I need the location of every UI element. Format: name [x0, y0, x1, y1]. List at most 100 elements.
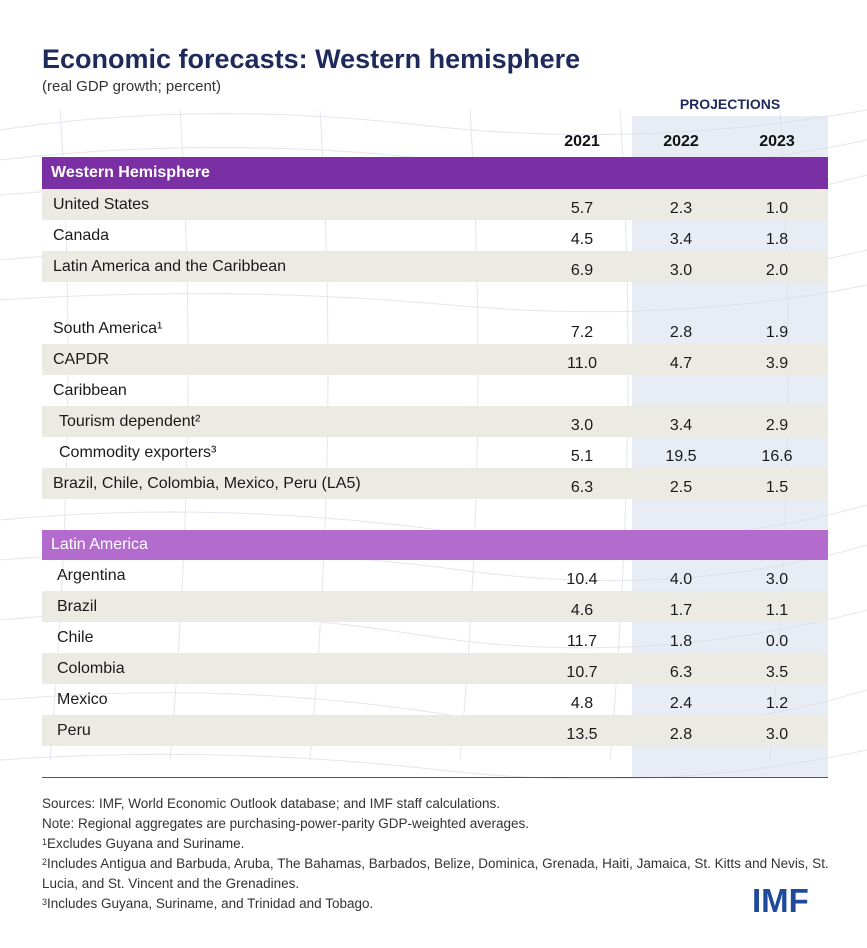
table-row: Colombia 10.7 6.3 3.5	[42, 653, 828, 684]
spacer-row	[42, 282, 828, 313]
cell-value: 2.8	[669, 726, 693, 743]
row-label: Tourism dependent²	[59, 413, 201, 430]
row-label: Colombia	[57, 660, 125, 677]
cell-value: 10.4	[566, 571, 598, 588]
footnote-2-marker: 2	[42, 857, 48, 867]
section-label: Western Hemisphere	[51, 164, 210, 181]
cell-value: 1.8	[765, 231, 789, 248]
row-label: Latin America and the Caribbean	[53, 258, 287, 275]
section-header-latin-america: Latin America	[42, 530, 828, 560]
cell-value: 3.4	[669, 231, 693, 248]
cell-value: 5.1	[570, 448, 594, 465]
row-label: Mexico	[57, 691, 108, 708]
row-label: Brazil	[57, 598, 98, 615]
row-label: United States	[53, 196, 150, 213]
table-row: Peru 13.5 2.8 3.0	[42, 715, 828, 746]
table-row: United States 5.7 2.3 1.0	[42, 189, 828, 220]
footnote-1-marker: 1	[42, 837, 48, 847]
column-header-2022: 2022	[663, 133, 699, 150]
row-label: Peru	[57, 722, 91, 739]
cell-value: 3.4	[669, 417, 693, 434]
cell-value: 16.6	[761, 448, 793, 465]
table-row: Mexico 4.8 2.4 1.2	[42, 684, 828, 715]
sources-note: Sources: IMF, World Economic Outlook dat…	[42, 796, 500, 811]
cell-value: 1.9	[765, 324, 789, 341]
row-label: Argentina	[57, 567, 126, 584]
cell-value: 2.8	[669, 324, 693, 341]
methodology-note: Note: Regional aggregates are purchasing…	[42, 816, 530, 831]
cell-value: 7.2	[570, 324, 594, 341]
imf-logo: IMF	[752, 882, 809, 919]
cell-value: 3.0	[669, 262, 693, 279]
table-row: CAPDR 11.0 4.7 3.9	[42, 344, 828, 375]
cell-value: 1.5	[765, 479, 789, 496]
cell-value: 1.8	[669, 633, 693, 650]
cell-value: 0.0	[765, 633, 789, 650]
table-row: Brazil, Chile, Colombia, Mexico, Peru (L…	[42, 468, 828, 499]
footnote-3: 3Includes Guyana, Suriname, and Trinidad…	[42, 894, 848, 914]
footnote-3-text: Includes Guyana, Suriname, and Trinidad …	[47, 896, 374, 911]
cell-value: 3.0	[765, 571, 789, 588]
row-label: Caribbean	[53, 382, 127, 399]
projections-label: PROJECTIONS	[679, 96, 781, 112]
cell-value: 4.7	[669, 355, 693, 372]
cell-value: 11.7	[567, 633, 597, 650]
table-row: Commodity exporters³ 5.1 19.5 16.6	[42, 437, 828, 468]
table-row: Chile 11.7 1.8 0.0	[42, 622, 828, 653]
cell-value: 4.8	[570, 695, 594, 712]
table-header-row: 2021 2022 2023	[42, 126, 828, 157]
cell-value: 13.5	[566, 726, 598, 743]
page-subtitle: (real GDP growth; percent)	[42, 78, 221, 95]
footnote-2: 2Includes Antigua and Barbuda, Aruba, Th…	[42, 854, 848, 894]
forecast-table: 2021 2022 2023 Western Hemisphere United…	[42, 126, 828, 746]
column-header-2021: 2021	[564, 133, 600, 150]
row-label: South America¹	[53, 320, 163, 337]
footnote-1: 1Excludes Guyana and Suriname.	[42, 834, 848, 854]
cell-value: 3.5	[765, 664, 789, 681]
column-header-2023: 2023	[759, 133, 795, 150]
spacer-row	[42, 499, 828, 530]
table-row: Tourism dependent² 3.0 3.4 2.9	[42, 406, 828, 437]
cell-value: 4.0	[669, 571, 693, 588]
row-label: Brazil, Chile, Colombia, Mexico, Peru (L…	[53, 475, 361, 492]
section-label: Latin America	[51, 536, 148, 553]
cell-value: 3.0	[765, 726, 789, 743]
cell-value: 19.5	[665, 448, 697, 465]
cell-value: 1.0	[765, 200, 789, 217]
table-row: Latin America and the Caribbean 6.9 3.0 …	[42, 251, 828, 282]
cell-value: 4.6	[570, 602, 594, 619]
cell-value: 6.9	[570, 262, 594, 279]
row-label: Commodity exporters³	[59, 444, 217, 461]
cell-value: 1.7	[669, 602, 693, 619]
table-row: Canada 4.5 3.4 1.8	[42, 220, 828, 251]
cell-value: 1.1	[765, 602, 789, 619]
table-row: Argentina 10.4 4.0 3.0	[42, 560, 828, 591]
cell-value: 10.7	[566, 664, 598, 681]
footnote-3-marker: 3	[42, 897, 48, 907]
cell-value: 4.5	[570, 231, 594, 248]
footnote-1-text: Excludes Guyana and Suriname.	[47, 836, 245, 851]
cell-value: 6.3	[570, 479, 594, 496]
cell-value: 2.4	[669, 695, 693, 712]
cell-value: 11.0	[567, 355, 597, 372]
cell-value: 2.5	[669, 479, 693, 496]
cell-value: 6.3	[669, 664, 693, 681]
cell-value: 3.9	[765, 355, 789, 372]
cell-value: 3.0	[570, 417, 594, 434]
section-header-western-hemisphere: Western Hemisphere	[42, 157, 828, 189]
cell-value: 2.3	[669, 200, 693, 217]
footnote-2-text: Includes Antigua and Barbuda, Aruba, The…	[42, 856, 829, 891]
table-row: Brazil 4.6 1.7 1.1	[42, 591, 828, 622]
row-label: Canada	[53, 227, 110, 244]
row-label: CAPDR	[53, 351, 110, 368]
cell-value: 2.9	[765, 417, 789, 434]
footnotes: Sources: IMF, World Economic Outlook dat…	[42, 794, 848, 914]
cell-value: 1.2	[765, 695, 789, 712]
page-title: Economic forecasts: Western hemisphere	[42, 44, 581, 74]
row-label: Chile	[57, 629, 94, 646]
table-row: Caribbean	[42, 375, 828, 406]
table-row: South America¹ 7.2 2.8 1.9	[42, 313, 828, 344]
cell-value: 5.7	[570, 200, 594, 217]
cell-value: 2.0	[765, 262, 789, 279]
footer-divider	[42, 777, 828, 778]
